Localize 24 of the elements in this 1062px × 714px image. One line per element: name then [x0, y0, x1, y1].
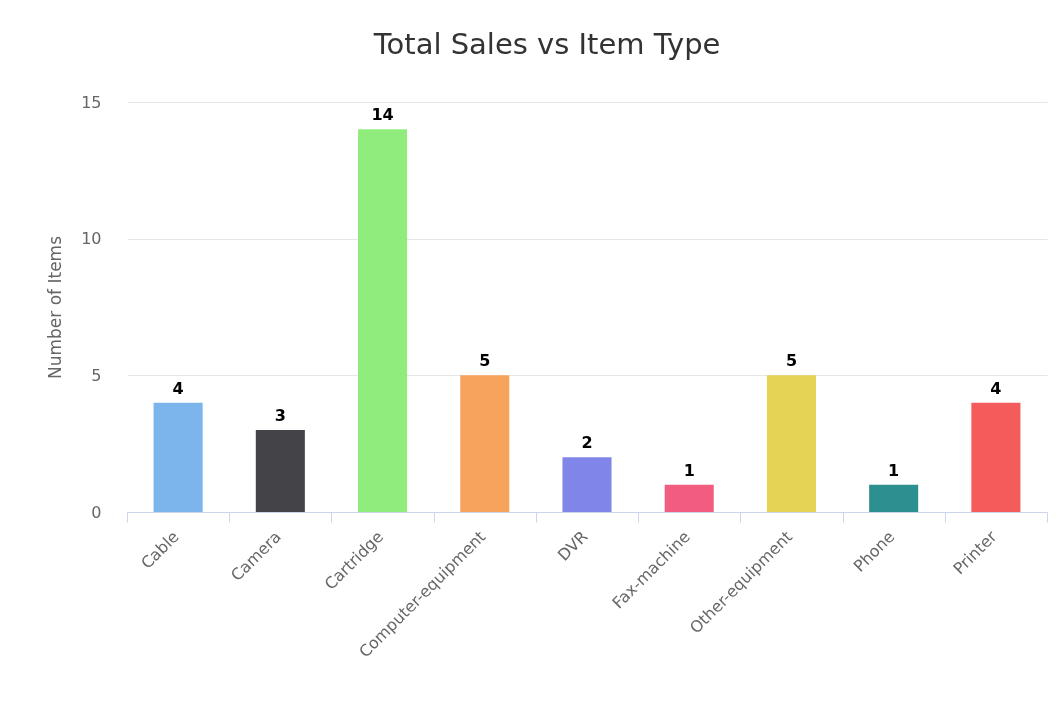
- data-label: 4: [172, 378, 184, 398]
- bar: [153, 402, 203, 512]
- bar: [971, 402, 1021, 512]
- bar: [664, 484, 714, 512]
- data-label: 1: [888, 460, 900, 480]
- data-label: 3: [274, 406, 286, 425]
- bar: [255, 430, 305, 512]
- y-tick-label: 0: [91, 502, 102, 522]
- bar: [869, 484, 919, 512]
- data-label: 4: [990, 378, 1002, 398]
- bar: [766, 375, 816, 512]
- bar: [562, 457, 612, 512]
- y-tick-label: 5: [91, 365, 102, 385]
- data-label: 1: [683, 460, 695, 480]
- y-axis-title: Number of Items: [45, 235, 66, 380]
- data-label: 5: [785, 351, 798, 371]
- data-label: 14: [371, 105, 394, 125]
- bar: [460, 375, 510, 512]
- y-tick-label: 15: [81, 92, 102, 112]
- data-label: 2: [581, 433, 593, 453]
- bar: [358, 129, 408, 512]
- chart-title: Total Sales vs Item Type: [372, 27, 721, 61]
- data-label: 5: [479, 351, 491, 371]
- y-tick-label: 10: [81, 229, 102, 249]
